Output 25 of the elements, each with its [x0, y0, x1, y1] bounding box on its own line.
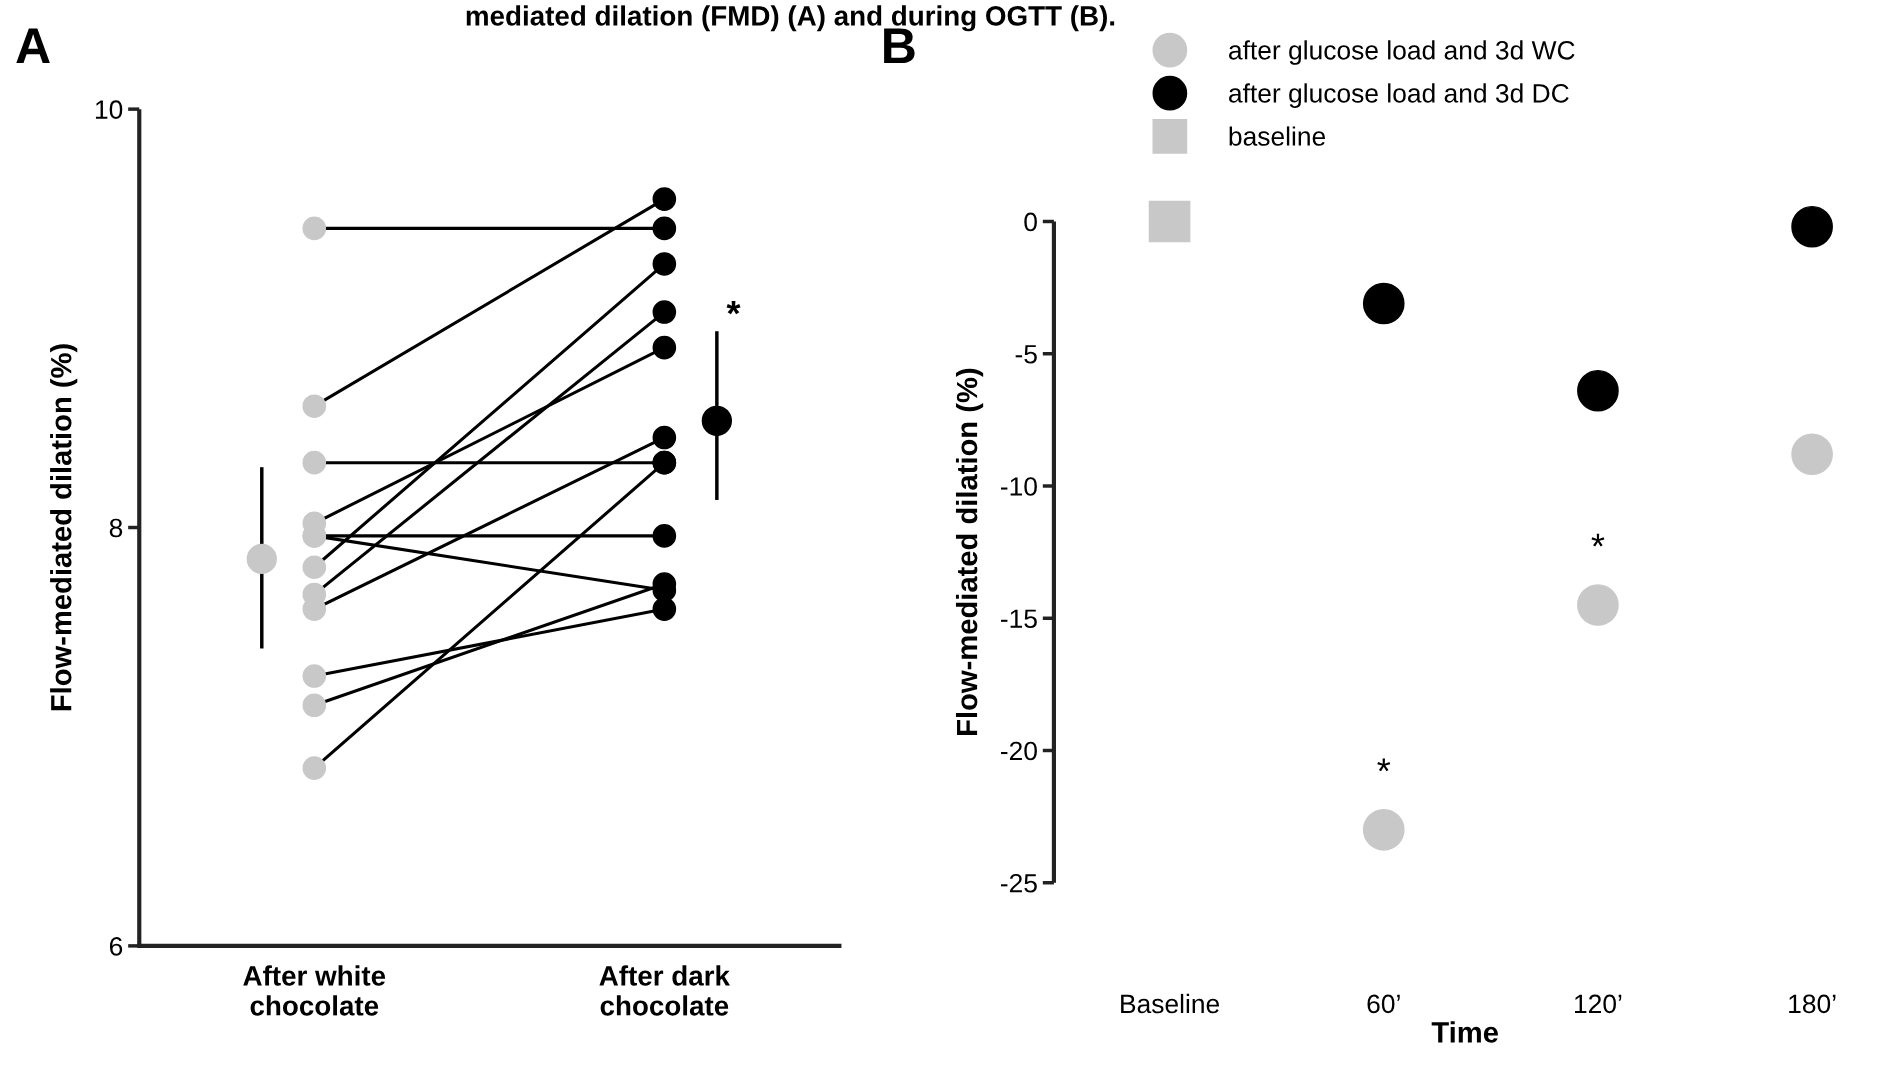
y-axis-title: Flow-mediated dilation (%) — [50, 344, 78, 711]
y-tick-label: -15 — [1000, 609, 1037, 629]
annotation: * — [1377, 758, 1391, 772]
annotation: * — [1591, 533, 1605, 547]
x-tick-label: After white chocolate — [243, 965, 386, 1016]
x-axis-title: Time — [1431, 1021, 1498, 1043]
annotation: * — [726, 300, 741, 315]
x-tick-label: 180’ — [1789, 994, 1836, 1014]
y-axis-title: Flow-mediated dilation (%) — [955, 368, 984, 735]
y-tick-label: -10 — [1000, 477, 1037, 496]
legend-label: after glucose load and 3d DC — [1229, 83, 1569, 108]
text: A — [16, 28, 50, 63]
legend-label: baseline — [1229, 126, 1326, 146]
y-tick-label: 0 — [1024, 212, 1037, 232]
x-tick-label: 120’ — [1574, 994, 1622, 1014]
x-tick-label: 60’ — [1367, 994, 1400, 1014]
y-tick-label: -5 — [1015, 345, 1037, 364]
y-tick-label: 8 — [109, 518, 123, 538]
y-tick-label: 10 — [95, 100, 123, 119]
legend-label: after glucose load and 3d WC — [1229, 40, 1575, 65]
y-tick-label: -20 — [1000, 741, 1037, 761]
y-tick-label: 6 — [109, 937, 123, 956]
x-tick-label: Baseline — [1121, 993, 1220, 1014]
x-tick-label: After dark chocolate — [599, 965, 730, 1016]
y-tick-label: -25 — [1000, 873, 1037, 893]
